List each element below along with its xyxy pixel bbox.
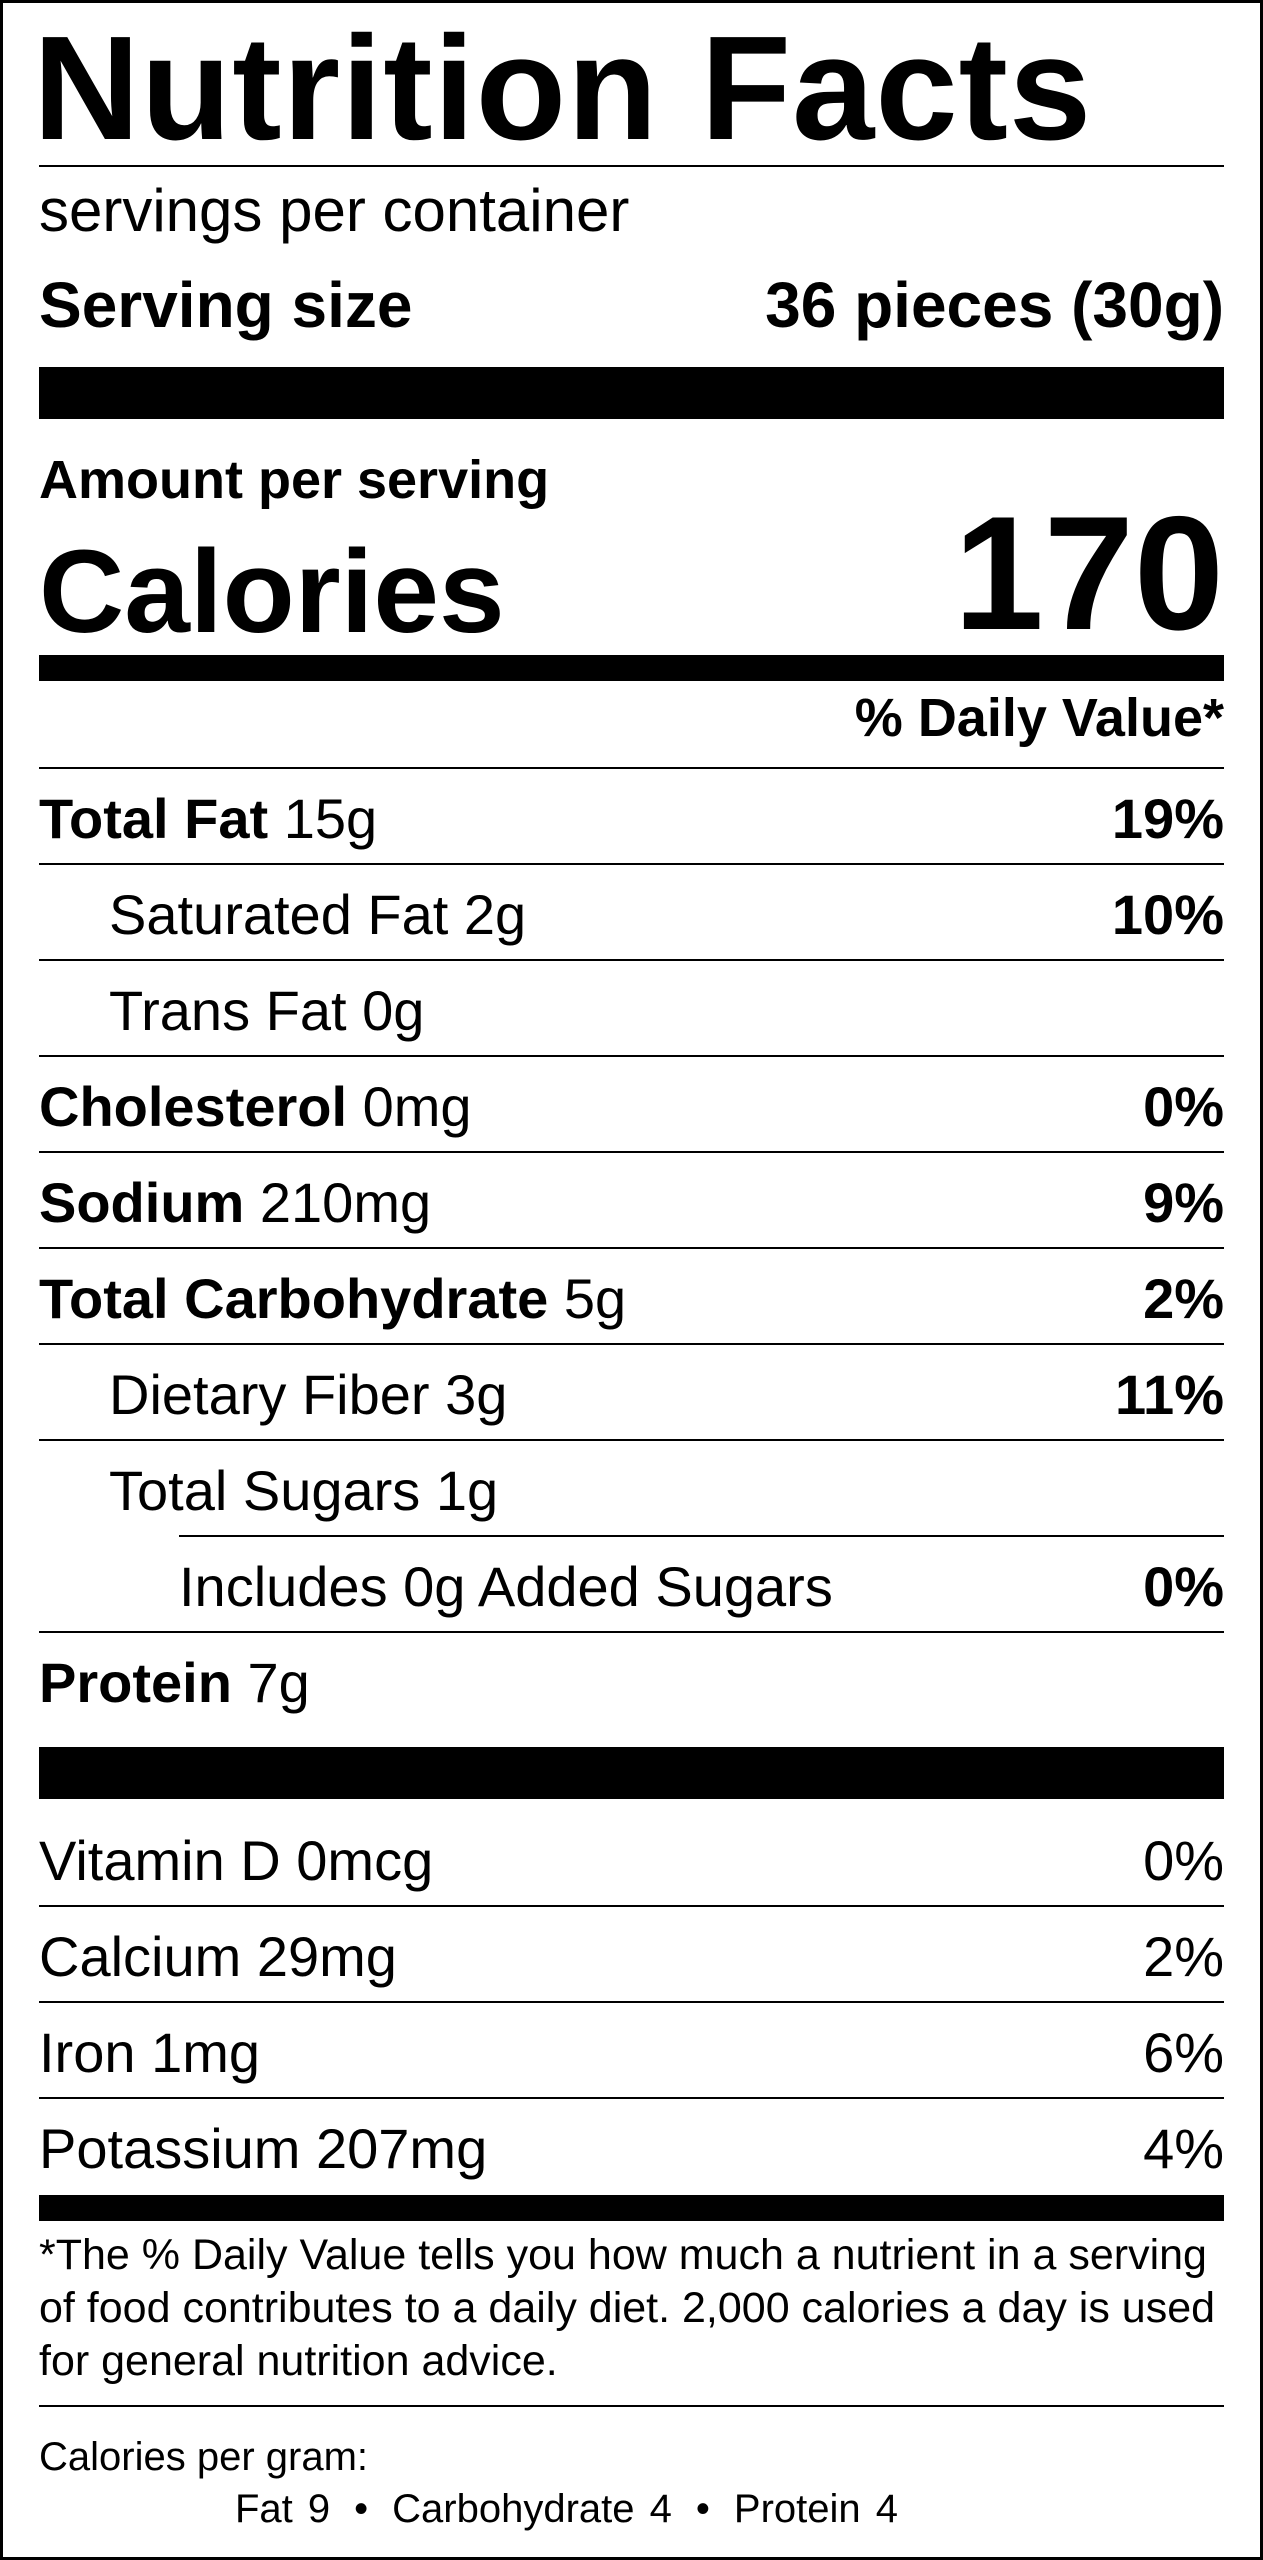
nutrient-name: Total Sugars	[109, 1459, 421, 1522]
nutrient-amount: 1g	[435, 1459, 499, 1522]
nutrient-name: Cholesterol	[39, 1075, 348, 1138]
calories-label: Calories	[39, 526, 505, 658]
daily-value-header: % Daily Value*	[854, 688, 1224, 748]
row-divider	[39, 1055, 1224, 1057]
vitamin-name: Calcium	[39, 1925, 242, 1988]
nutrient-name: Saturated Fat	[109, 883, 449, 946]
row-divider	[39, 863, 1224, 865]
nutrient-amount: 3g	[445, 1363, 508, 1426]
divider-medium-footnote	[39, 2195, 1224, 2221]
bullet-separator: •	[354, 2487, 369, 2531]
row-divider	[39, 1439, 1224, 1441]
nutrient-row-protein: Protein 7g	[39, 1633, 1224, 1729]
cpg-fat: Fat 9	[235, 2487, 331, 2531]
divider-medium-calories	[39, 655, 1224, 681]
divider-thick-protein	[39, 1747, 1224, 1799]
vitamin-row-calcium: Calcium 29mg 2%	[39, 1907, 1224, 2003]
nutrient-dv: 11%	[1115, 1363, 1224, 1426]
row-divider	[39, 1247, 1224, 1249]
nutrient-amount: 5g	[563, 1267, 627, 1330]
serving-size-value: 36 pieces (30g)	[765, 269, 1224, 341]
nutrient-name: Sodium	[39, 1171, 245, 1234]
nutrient-dv: 0%	[1143, 1555, 1224, 1618]
nutrient-dv: 2%	[1143, 1267, 1224, 1330]
nutrient-dv: 0%	[1143, 1075, 1224, 1138]
nutrient-amount: 0mg	[362, 1075, 472, 1138]
calories-per-gram-label: Calories per gram:	[39, 2435, 369, 2479]
nutrient-row-total-carbohydrate: Total Carbohydrate 5g 2%	[39, 1249, 1224, 1345]
nutrient-amount: 7g	[247, 1651, 310, 1714]
nutrient-name: Total Fat	[39, 787, 269, 850]
nutrient-row-added-sugars: Includes 0g Added Sugars 0%	[39, 1537, 1224, 1633]
nutrient-row-cholesterol: Cholesterol 0mg 0%	[39, 1057, 1224, 1153]
cpg-protein: Protein 4	[733, 2487, 899, 2531]
nutrient-dv: 9%	[1143, 1171, 1224, 1234]
row-divider	[39, 1631, 1224, 1633]
vitamin-dv: 6%	[1143, 2021, 1224, 2084]
calories-value: 170	[953, 483, 1224, 664]
daily-value-footnote: *The % Daily Value tells you how much a …	[39, 2231, 1216, 2385]
divider-thick-serving	[39, 367, 1224, 419]
vitamin-row-iron: Iron 1mg 6%	[39, 2003, 1224, 2099]
nutrient-name: Trans Fat	[109, 979, 347, 1042]
servings-per-container: servings per container	[39, 177, 630, 244]
row-divider	[39, 2097, 1224, 2099]
nutrient-dv: 10%	[1111, 883, 1224, 946]
amount-per-serving: Amount per serving	[39, 450, 550, 510]
nutrient-dv: 19%	[1111, 787, 1224, 850]
row-divider	[39, 1343, 1224, 1345]
vitamin-dv: 2%	[1143, 1925, 1224, 1988]
row-divider	[39, 1905, 1224, 1907]
bullet-separator: •	[695, 2487, 710, 2531]
vitamin-amount: 0mcg	[296, 1829, 434, 1892]
nutrient-amount: 2g	[463, 883, 527, 946]
row-divider	[39, 959, 1224, 961]
vitamin-amount: 1mg	[151, 2021, 260, 2084]
nutrient-amount: 0g	[362, 979, 425, 1042]
vitamin-dv: 0%	[1143, 1829, 1224, 1892]
nutrient-row-total-sugars: Total Sugars 1g	[39, 1441, 1224, 1537]
serving-size-label: Serving size	[39, 269, 413, 341]
calories-per-gram-values: Fat 9 • Carbohydrate 4 • Protein 4	[235, 2489, 898, 2529]
vitamin-dv: 4%	[1143, 2117, 1224, 2180]
cpg-carbohydrate: Carbohydrate 4	[392, 2487, 672, 2531]
row-divider	[179, 1535, 1224, 1537]
nutrient-name: Protein	[39, 1651, 232, 1714]
nutrient-amount: 15g	[283, 787, 378, 850]
vitamin-name: Iron	[39, 2021, 136, 2084]
nutrient-row-total-fat: Total Fat 15g 19%	[39, 769, 1224, 865]
nutrient-amount: 210mg	[259, 1171, 432, 1234]
label-title: Nutrition Facts	[33, 6, 1093, 171]
vitamin-row-vitamin-d: Vitamin D 0mcg 0%	[39, 1811, 1224, 1907]
divider-title	[39, 165, 1224, 167]
vitamin-name: Vitamin D	[39, 1829, 281, 1892]
nutrient-name: Includes 0g Added Sugars	[179, 1555, 833, 1618]
nutrient-name: Total Carbohydrate	[39, 1267, 549, 1330]
row-divider	[39, 2001, 1224, 2003]
nutrient-row-sodium: Sodium 210mg 9%	[39, 1153, 1224, 1249]
divider-dv-header	[39, 767, 1224, 769]
nutrient-name: Dietary Fiber	[109, 1363, 430, 1426]
vitamin-amount: 29mg	[256, 1925, 397, 1988]
vitamin-amount: 207mg	[316, 2117, 488, 2180]
nutrient-row-saturated-fat: Saturated Fat 2g 10%	[39, 865, 1224, 961]
row-divider	[39, 1151, 1224, 1153]
divider-calories-per-gram	[39, 2405, 1224, 2407]
vitamin-name: Potassium	[39, 2117, 301, 2180]
vitamin-row-potassium: Potassium 207mg 4%	[39, 2099, 1224, 2195]
nutrient-row-dietary-fiber: Dietary Fiber 3g 11%	[39, 1345, 1224, 1441]
nutrient-row-trans-fat: Trans Fat 0g	[39, 961, 1224, 1057]
